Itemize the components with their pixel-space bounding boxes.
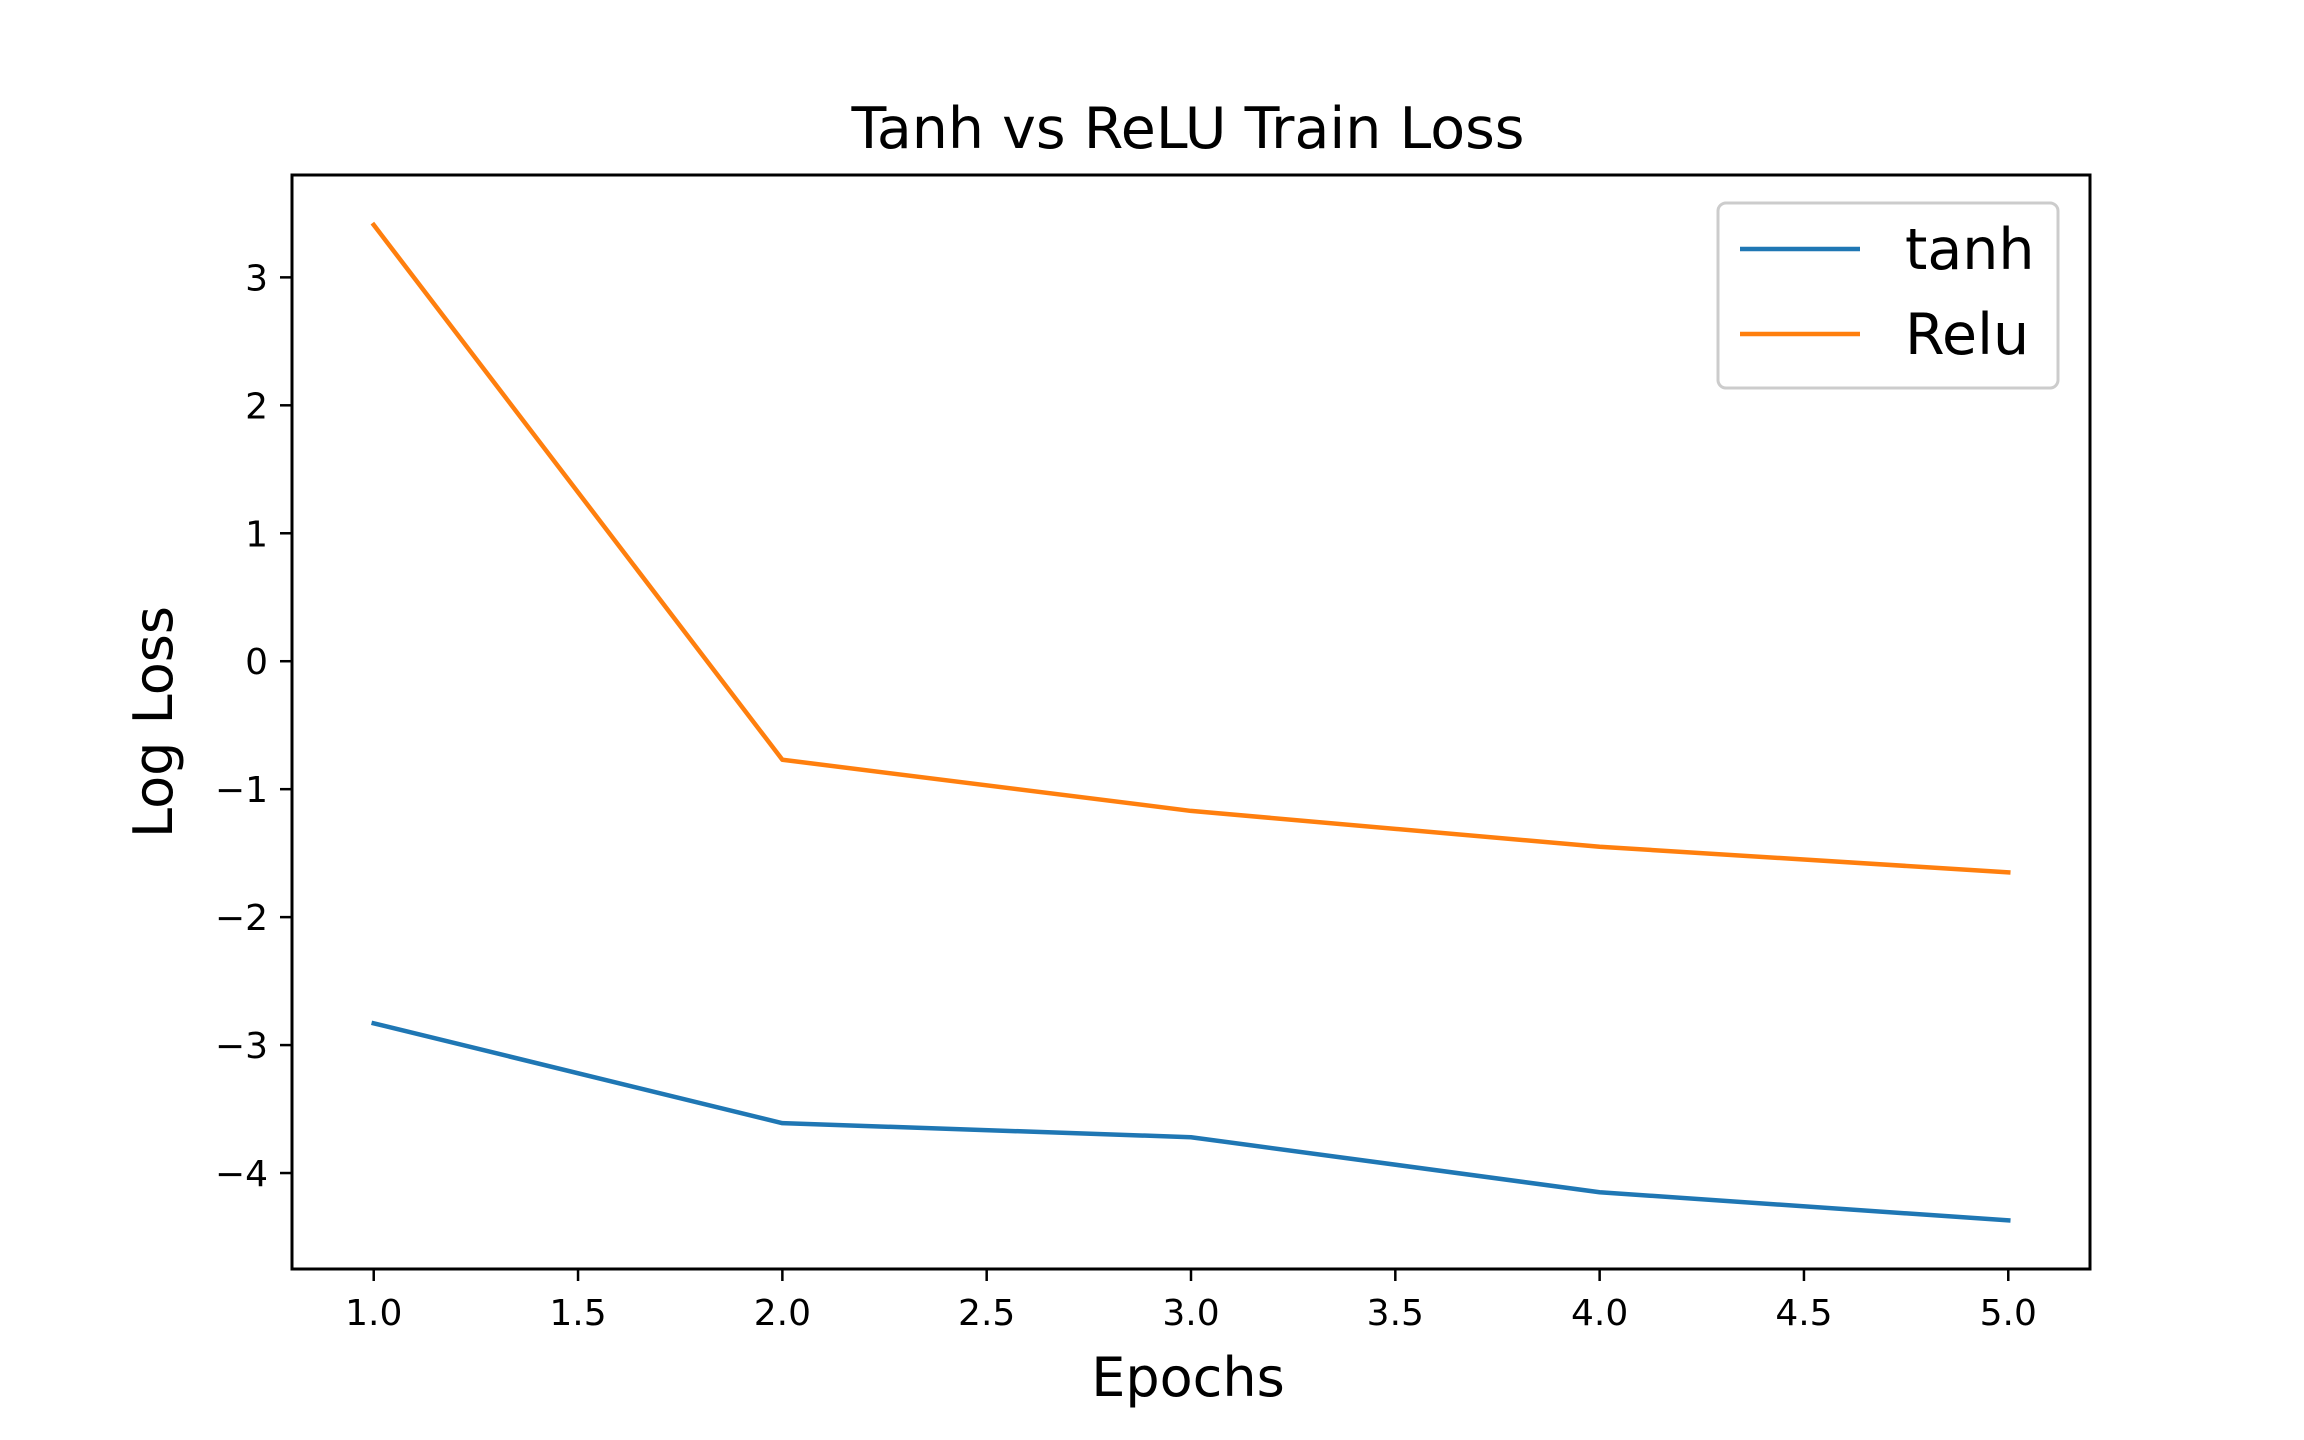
y-tick-label: 0 xyxy=(245,642,268,683)
series-line-relu xyxy=(370,221,2011,875)
series-line-tanh xyxy=(371,1020,2011,1223)
y-tick-label: 1 xyxy=(245,514,268,555)
legend-label-tanh: tanh xyxy=(1905,217,2035,283)
x-tick-label: 2.0 xyxy=(754,1293,811,1334)
legend-label-relu: Relu xyxy=(1905,302,2029,368)
x-tick-label: 4.0 xyxy=(1571,1293,1628,1334)
y-tick-label: 3 xyxy=(245,258,268,299)
x-tick-label: 1.0 xyxy=(345,1293,402,1334)
y-axis-label: Log Loss xyxy=(122,606,185,838)
x-axis: 1.0 1.5 2.0 2.5 3.0 3.5 4.0 4.5 5.0 xyxy=(345,1269,2037,1334)
legend: tanh Relu xyxy=(1716,201,2060,390)
x-tick-label: 5.0 xyxy=(1980,1293,2037,1334)
series-layer xyxy=(370,221,2011,1223)
y-tick-label: −4 xyxy=(215,1154,268,1195)
y-axis: 3 2 1 0 −1 −2 −3 −4 xyxy=(215,258,292,1195)
x-tick-label: 4.5 xyxy=(1775,1293,1832,1334)
x-tick-label: 1.5 xyxy=(549,1293,606,1334)
y-tick-label: 2 xyxy=(245,386,268,427)
chart-title: Tanh vs ReLU Train Loss xyxy=(850,96,1524,162)
x-tick-label: 3.5 xyxy=(1367,1293,1424,1334)
x-tick-label: 2.5 xyxy=(958,1293,1015,1334)
y-tick-label: −2 xyxy=(215,898,268,939)
x-tick-label: 3.0 xyxy=(1162,1293,1219,1334)
y-tick-label: −3 xyxy=(215,1026,268,1067)
y-tick-label: −1 xyxy=(215,770,268,811)
x-axis-label: Epochs xyxy=(1091,1346,1284,1409)
